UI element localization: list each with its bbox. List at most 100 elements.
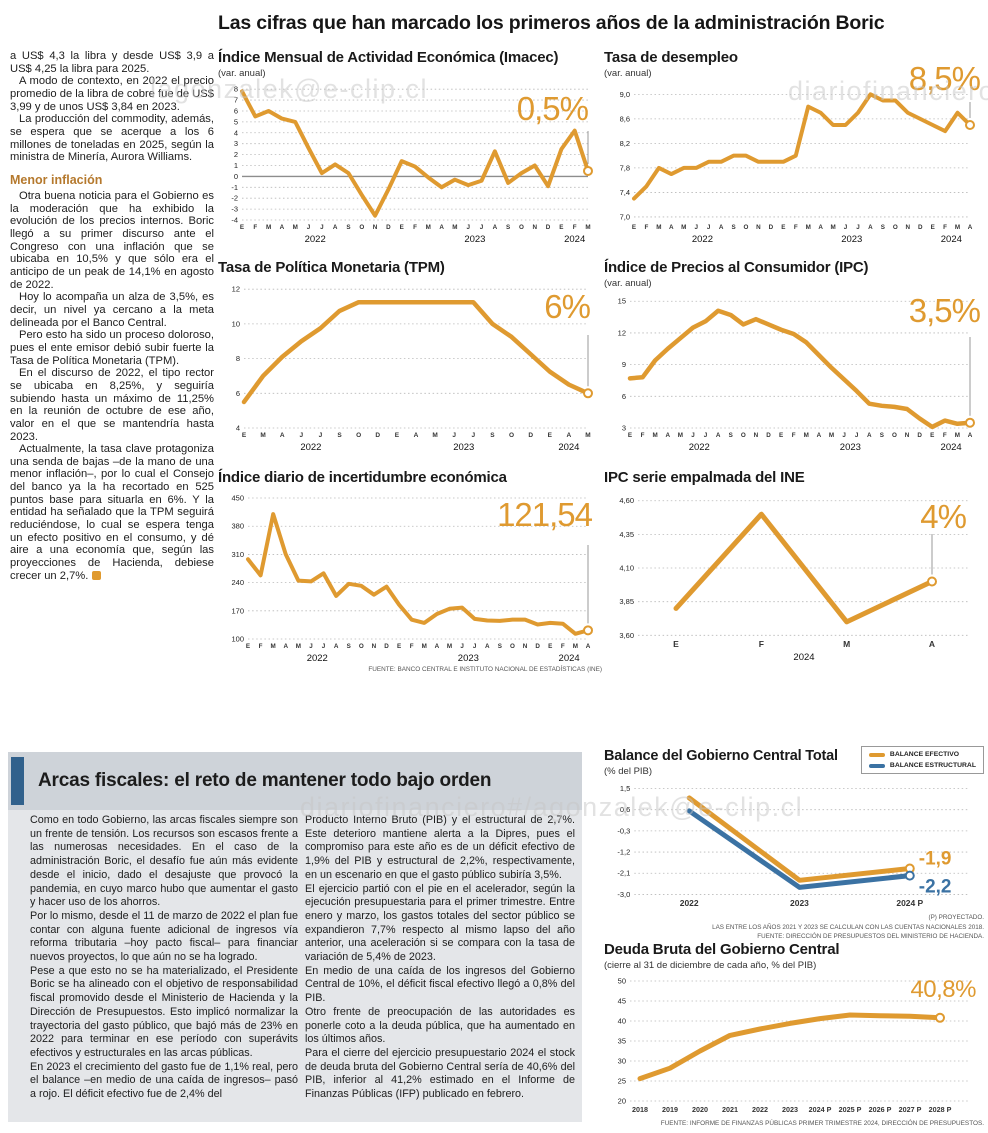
balance-plot: 1,5 0,6 -0,3 -1,2 -2,1 -3,0 2022 2023 2024 P -1,9… <box>617 784 970 908</box>
svg-text:2: 2 <box>234 150 238 159</box>
svg-text:-1: -1 <box>231 183 238 192</box>
svg-text:2023: 2023 <box>840 442 861 453</box>
svg-text:-4: -4 <box>231 216 238 225</box>
svg-text:E: E <box>400 224 404 231</box>
svg-text:2021: 2021 <box>722 1105 738 1114</box>
chart-title: Índice Mensual de Actividad Económica (I… <box>218 49 559 66</box>
svg-text:J: J <box>320 224 324 231</box>
fiscal-column-1: Como en todo Gobierno, las arcas fiscale… <box>30 814 298 1102</box>
ipc-chart: Índice de Precios al Consumidor (IPC) (v… <box>604 258 984 454</box>
svg-text:S: S <box>347 643 351 650</box>
svg-text:100: 100 <box>231 635 244 644</box>
svg-text:F: F <box>794 224 798 231</box>
svg-text:F: F <box>573 224 577 231</box>
svg-text:4,60: 4,60 <box>619 496 634 505</box>
fiscal-paragraph: En medio de una caída de los ingresos de… <box>305 964 575 1005</box>
svg-text:M: M <box>422 643 427 650</box>
svg-text:M: M <box>447 643 452 650</box>
svg-text:2024: 2024 <box>564 234 585 245</box>
svg-text:E: E <box>559 224 563 231</box>
svg-text:3: 3 <box>234 139 238 148</box>
svg-text:A: A <box>719 224 724 231</box>
svg-text:450: 450 <box>231 494 244 503</box>
svg-text:2022: 2022 <box>305 234 326 245</box>
svg-text:J: J <box>307 224 311 231</box>
svg-text:0,6: 0,6 <box>620 805 630 814</box>
svg-text:A: A <box>968 224 973 231</box>
svg-text:7,8: 7,8 <box>620 163 630 172</box>
svg-text:F: F <box>413 224 417 231</box>
svg-text:M: M <box>829 432 834 439</box>
svg-text:E: E <box>246 643 250 650</box>
chart-subtitle: (cierre al 31 de diciembre de cada año, … <box>604 960 817 971</box>
svg-text:J: J <box>300 432 304 439</box>
fiscal-paragraph: Otro frente de preocupación de las autor… <box>305 1005 575 1046</box>
svg-text:A: A <box>968 432 973 439</box>
svg-text:F: F <box>759 639 764 649</box>
article-paragraph: Actualmente, la tasa clave protagoniza u… <box>10 443 214 582</box>
svg-text:3,85: 3,85 <box>619 597 634 606</box>
BALANCE EFECTIVO-line <box>686 795 913 883</box>
Imacec-line <box>240 89 590 218</box>
chart-title: IPC serie empalmada del INE <box>604 469 805 486</box>
svg-text:A: A <box>414 432 419 439</box>
ipc-latest-value: 3,5% <box>908 292 981 329</box>
svg-text:S: S <box>337 432 342 439</box>
svg-text:8,2: 8,2 <box>620 139 630 148</box>
svg-text:A: A <box>567 432 572 439</box>
uncertainty-latest-value: 121,54 <box>497 496 593 533</box>
last-point-marker <box>583 388 593 399</box>
svg-text:S: S <box>490 432 495 439</box>
svg-text:J: J <box>466 224 470 231</box>
svg-text:1: 1 <box>234 161 238 170</box>
svg-text:2022: 2022 <box>752 1105 768 1114</box>
svg-text:8: 8 <box>234 85 238 94</box>
svg-text:A: A <box>280 432 285 439</box>
svg-text:E: E <box>395 432 400 439</box>
chart-footnote: LAS ENTRE LOS AÑOS 2021 Y 2023 SE CALCUL… <box>712 923 984 931</box>
svg-text:N: N <box>523 643 528 650</box>
svg-text:N: N <box>754 432 759 439</box>
balance-chart: Balance del Gobierno Central Total (% de… <box>604 746 984 942</box>
Deuda bruta-line <box>637 1012 943 1082</box>
svg-text:J: J <box>319 432 323 439</box>
BALANCE ESTRUCTURAL-line <box>686 808 913 890</box>
svg-text:3: 3 <box>622 424 626 433</box>
imacec-chart: Índice Mensual de Actividad Económica (I… <box>218 48 602 246</box>
svg-text:O: O <box>510 643 515 650</box>
svg-text:N: N <box>905 432 910 439</box>
svg-text:N: N <box>532 224 537 231</box>
IPC-line <box>627 308 973 430</box>
svg-text:M: M <box>293 224 298 231</box>
article-paragraph: En el discurso de 2022, el tipo rector s… <box>10 367 214 443</box>
svg-text:D: D <box>375 432 380 439</box>
unemployment-plot: 9,08,68,27,87,47,0E F M A M J J A S O N D E F M A M J J A S O… <box>620 90 975 245</box>
svg-text:M: M <box>681 224 686 231</box>
svg-text:2024: 2024 <box>558 442 579 453</box>
svg-text:310: 310 <box>231 550 244 559</box>
fiscal-paragraph: Para el cierre del ejercicio presupuesta… <box>305 1046 575 1101</box>
svg-text:S: S <box>880 432 884 439</box>
svg-text:A: A <box>818 224 823 231</box>
article-text-block: Otra buena noticia para el Gobierno es l… <box>10 190 214 582</box>
svg-text:45: 45 <box>618 997 626 1006</box>
svg-text:E: E <box>779 432 783 439</box>
svg-text:J: J <box>309 643 313 650</box>
svg-text:F: F <box>943 224 947 231</box>
svg-text:M: M <box>955 432 960 439</box>
fiscal-paragraph: El ejercicio partió con el pie en el ace… <box>305 882 575 964</box>
fiscal-article-box: Arcas fiscales: el reto de mantener todo… <box>8 752 582 1122</box>
svg-text:2023: 2023 <box>841 234 862 245</box>
svg-text:15: 15 <box>618 297 626 306</box>
svg-text:J: J <box>855 432 859 439</box>
fiscal-paragraph: Producto Interno Bruto (PIB) y el estruc… <box>305 814 575 881</box>
svg-text:S: S <box>881 224 885 231</box>
svg-text:4,35: 4,35 <box>619 530 634 539</box>
Incertidumbre económica-line <box>246 512 590 636</box>
svg-text:J: J <box>704 432 708 439</box>
svg-text:M: M <box>266 224 271 231</box>
